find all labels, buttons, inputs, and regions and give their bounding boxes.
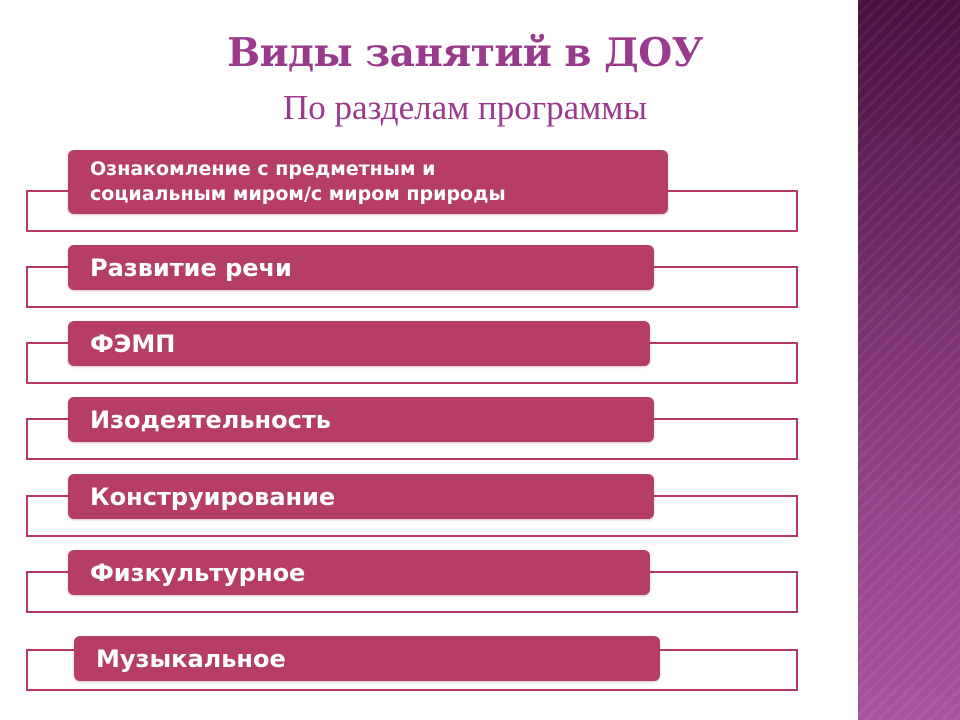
item-label-box: Изодеятельность (68, 397, 654, 442)
item-label-box: Конструирование (68, 474, 654, 519)
decorative-side-band (858, 0, 960, 720)
item-label-box: Музыкальное (74, 636, 660, 681)
item-label-box: ФЭМП (68, 321, 650, 366)
item-label-box: Развитие речи (68, 245, 654, 290)
item-label-box: Ознакомление с предметным и социальным м… (68, 150, 668, 214)
slide-subtitle: По разделам программы (283, 88, 647, 127)
slide-title: Виды занятий в ДОУ (227, 30, 703, 76)
item-label-box: Физкультурное (68, 550, 650, 595)
